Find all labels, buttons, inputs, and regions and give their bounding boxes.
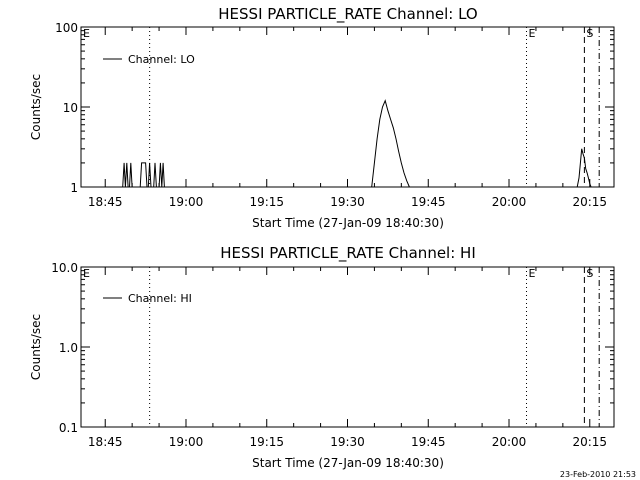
- hi-y-tick-label: 0.1: [59, 421, 78, 435]
- lo-x-axis-label: Start Time (27-Jan-09 18:40:30): [252, 216, 444, 230]
- lo-marker-label: E: [529, 27, 536, 40]
- hi-legend-label: Channel: HI: [128, 292, 192, 305]
- hi-marker-label: E: [83, 267, 90, 280]
- lo-x-tick-label: 20:00: [492, 195, 527, 209]
- lo-series-line-0: [122, 99, 592, 188]
- hi-y-axis-label: Counts/sec: [29, 314, 43, 380]
- lo-y-ticks: 1 10 100: [55, 21, 614, 195]
- lo-marker-label: S: [586, 27, 593, 40]
- lo-channel-panel: HESSI PARTICLE_RATE Channel: LO Start Ti…: [29, 5, 615, 230]
- lo-plot-frame: [80, 26, 615, 188]
- hi-plot-frame: [80, 266, 615, 428]
- hi-x-ticks: 18:45 19:00 19:15 19:30 19:45 20:00 20:15: [88, 267, 607, 449]
- hi-x-tick-label: 19:30: [330, 435, 365, 449]
- lo-x-ticks: 18:45 19:00 19:15 19:30 19:45 20:00 20:15: [88, 27, 607, 209]
- hi-marker-label: E: [529, 267, 536, 280]
- hi-marker-label: S: [586, 267, 593, 280]
- hi-x-tick-label: 19:45: [411, 435, 446, 449]
- lo-x-tick-label: 19:00: [169, 195, 204, 209]
- lo-x-tick-label: 18:45: [88, 195, 123, 209]
- hi-x-axis-label: Start Time (27-Jan-09 18:40:30): [252, 456, 444, 470]
- lo-x-tick-label: 19:45: [411, 195, 446, 209]
- lo-legend-label: Channel: LO: [128, 53, 195, 66]
- timestamp-footer: 23-Feb-2010 21:53: [560, 470, 636, 479]
- hi-x-tick-label: 20:15: [572, 435, 607, 449]
- lo-x-tick-label: 19:30: [330, 195, 365, 209]
- hi-x-tick-label: 20:00: [492, 435, 527, 449]
- lo-x-tick-label: 19:15: [249, 195, 284, 209]
- hi-y-tick-label: 1.0: [59, 341, 78, 355]
- lo-y-axis-label: Counts/sec: [29, 74, 43, 140]
- hi-x-tick-label: 19:00: [169, 435, 204, 449]
- hi-chart-title: HESSI PARTICLE_RATE Channel: HI: [220, 244, 476, 263]
- hi-x-tick-label: 19:15: [249, 435, 284, 449]
- lo-marker-label: E: [83, 27, 90, 40]
- lo-x-tick-label: 20:15: [572, 195, 607, 209]
- hi-x-tick-label: 18:45: [88, 435, 123, 449]
- lo-chart-title: HESSI PARTICLE_RATE Channel: LO: [218, 5, 477, 24]
- lo-y-tick-label: 10: [63, 101, 78, 115]
- hi-y-ticks: 0.1 1.0 10.0: [51, 261, 614, 435]
- lo-y-tick-label: 1: [70, 181, 78, 195]
- hi-y-tick-label: 10.0: [51, 261, 78, 275]
- lo-y-tick-label: 100: [55, 21, 78, 35]
- hi-channel-panel: HESSI PARTICLE_RATE Channel: HI Start Ti…: [29, 244, 615, 470]
